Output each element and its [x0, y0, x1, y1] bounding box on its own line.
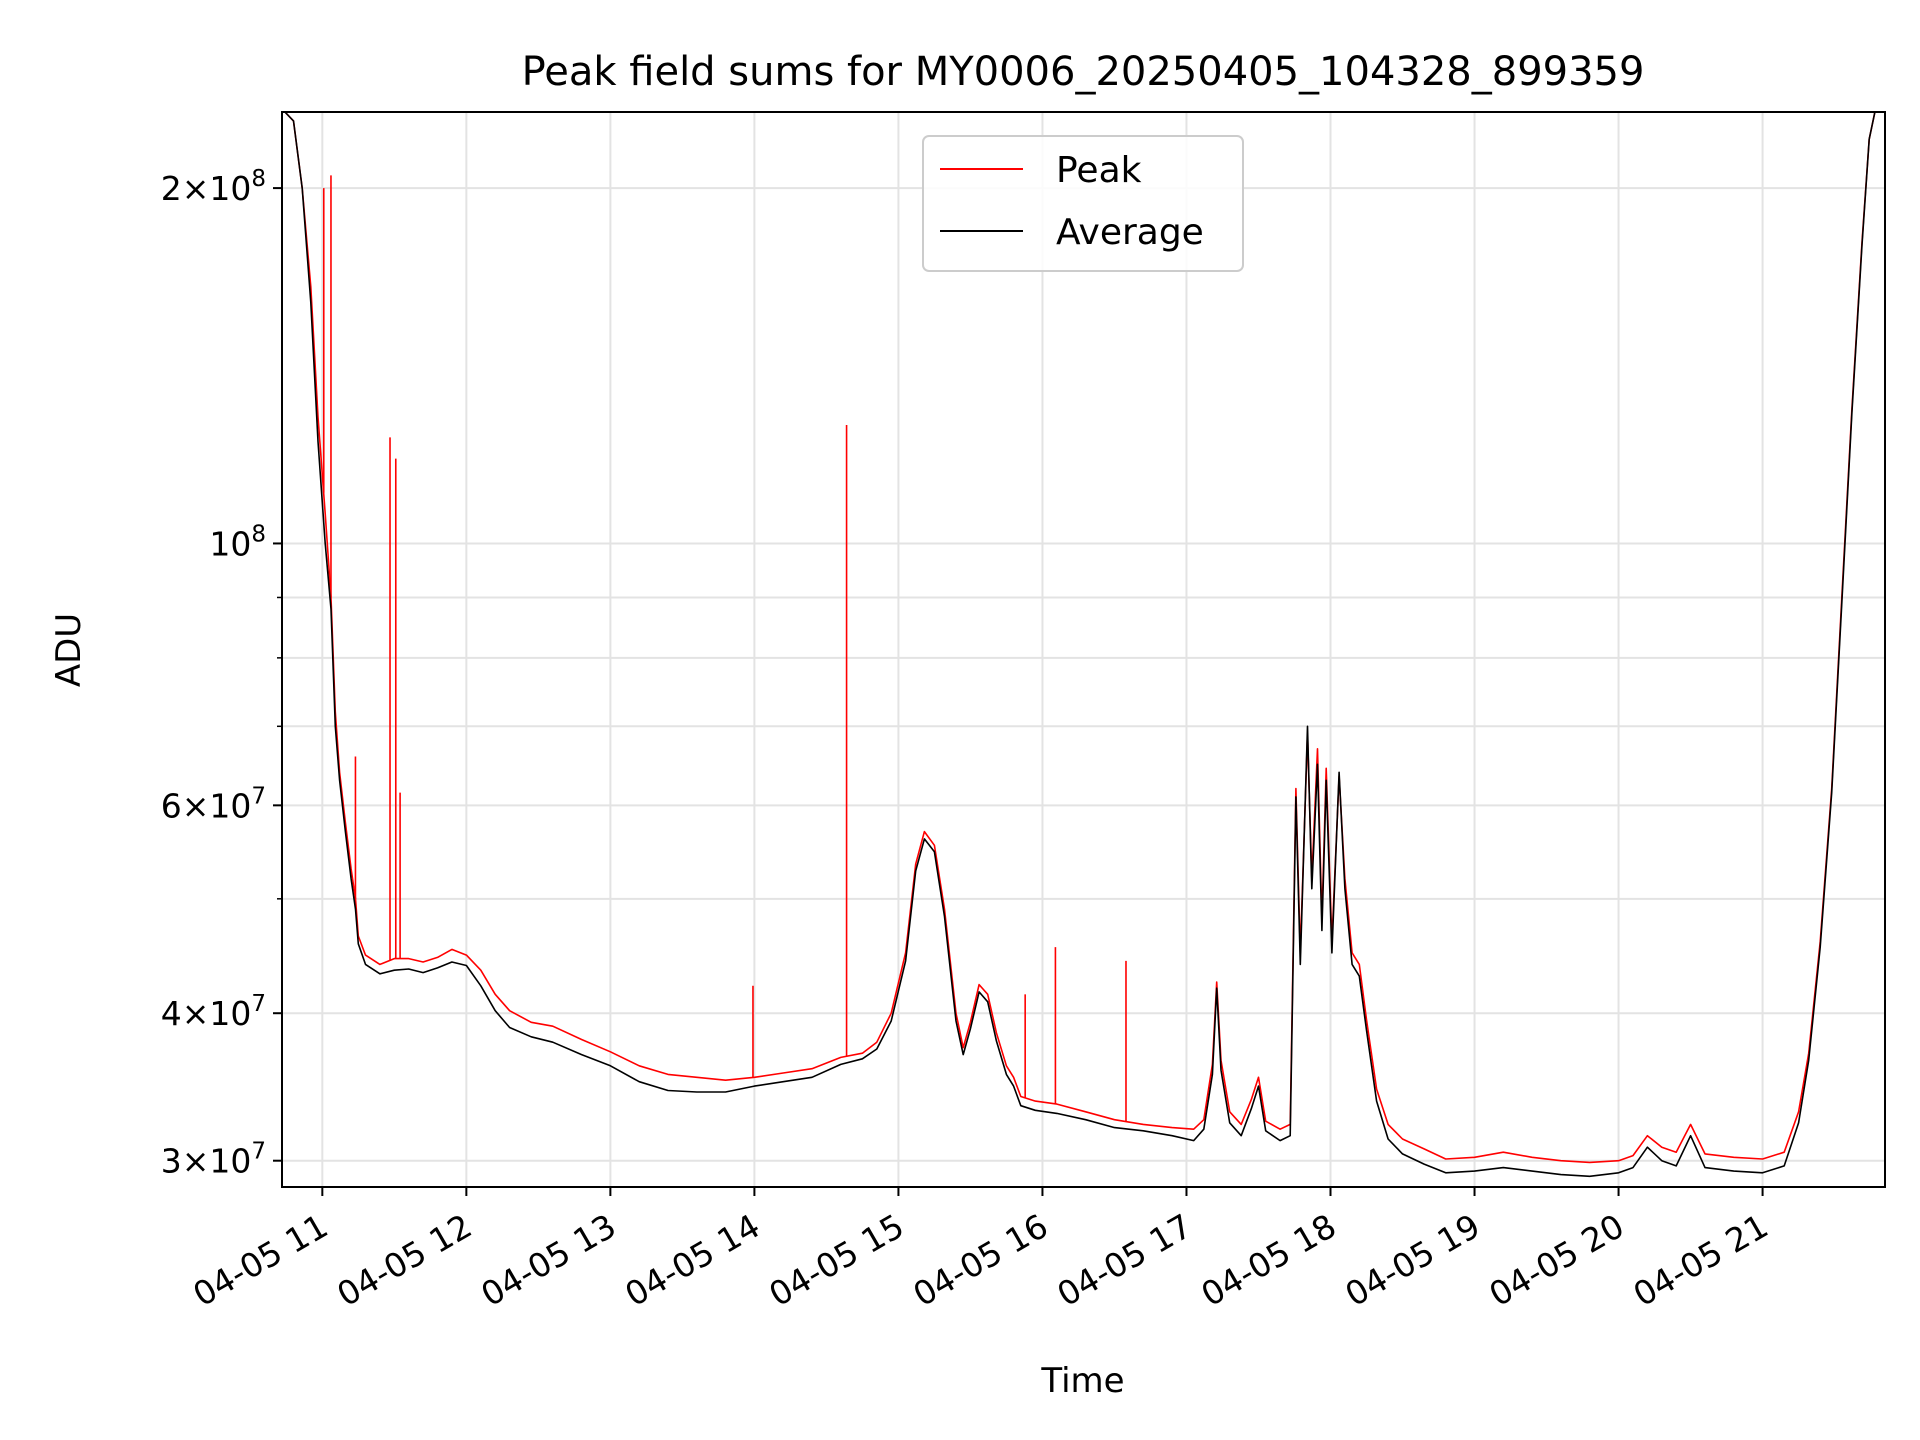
series-layer — [284, 112, 1876, 1178]
y-tick-label: 108 — [209, 521, 266, 563]
y-tick-label: 4×107 — [161, 991, 266, 1033]
y-tick-label: 3×107 — [161, 1139, 266, 1181]
y-tick-label: 2×108 — [161, 166, 266, 208]
y-axis-ticks: 3×107 4×107 6×107 108 2×108 — [161, 166, 282, 1181]
x-gridlines — [321, 112, 1764, 1187]
legend-label-average: Average — [1056, 212, 1204, 253]
plot-frame — [281, 111, 1886, 1188]
y-tick-label: 6×107 — [161, 783, 266, 825]
legend: Peak Average — [922, 135, 1244, 272]
chart-title: Peak field sums for MY0006_20250405_1043… — [522, 49, 1645, 95]
x-axis-title: Time — [1040, 1361, 1124, 1401]
y-axis-title: ADU — [49, 613, 89, 687]
legend-label-peak: Peak — [1056, 150, 1142, 191]
series-line-peak — [284, 112, 1876, 1164]
series-line-average — [284, 112, 1876, 1178]
